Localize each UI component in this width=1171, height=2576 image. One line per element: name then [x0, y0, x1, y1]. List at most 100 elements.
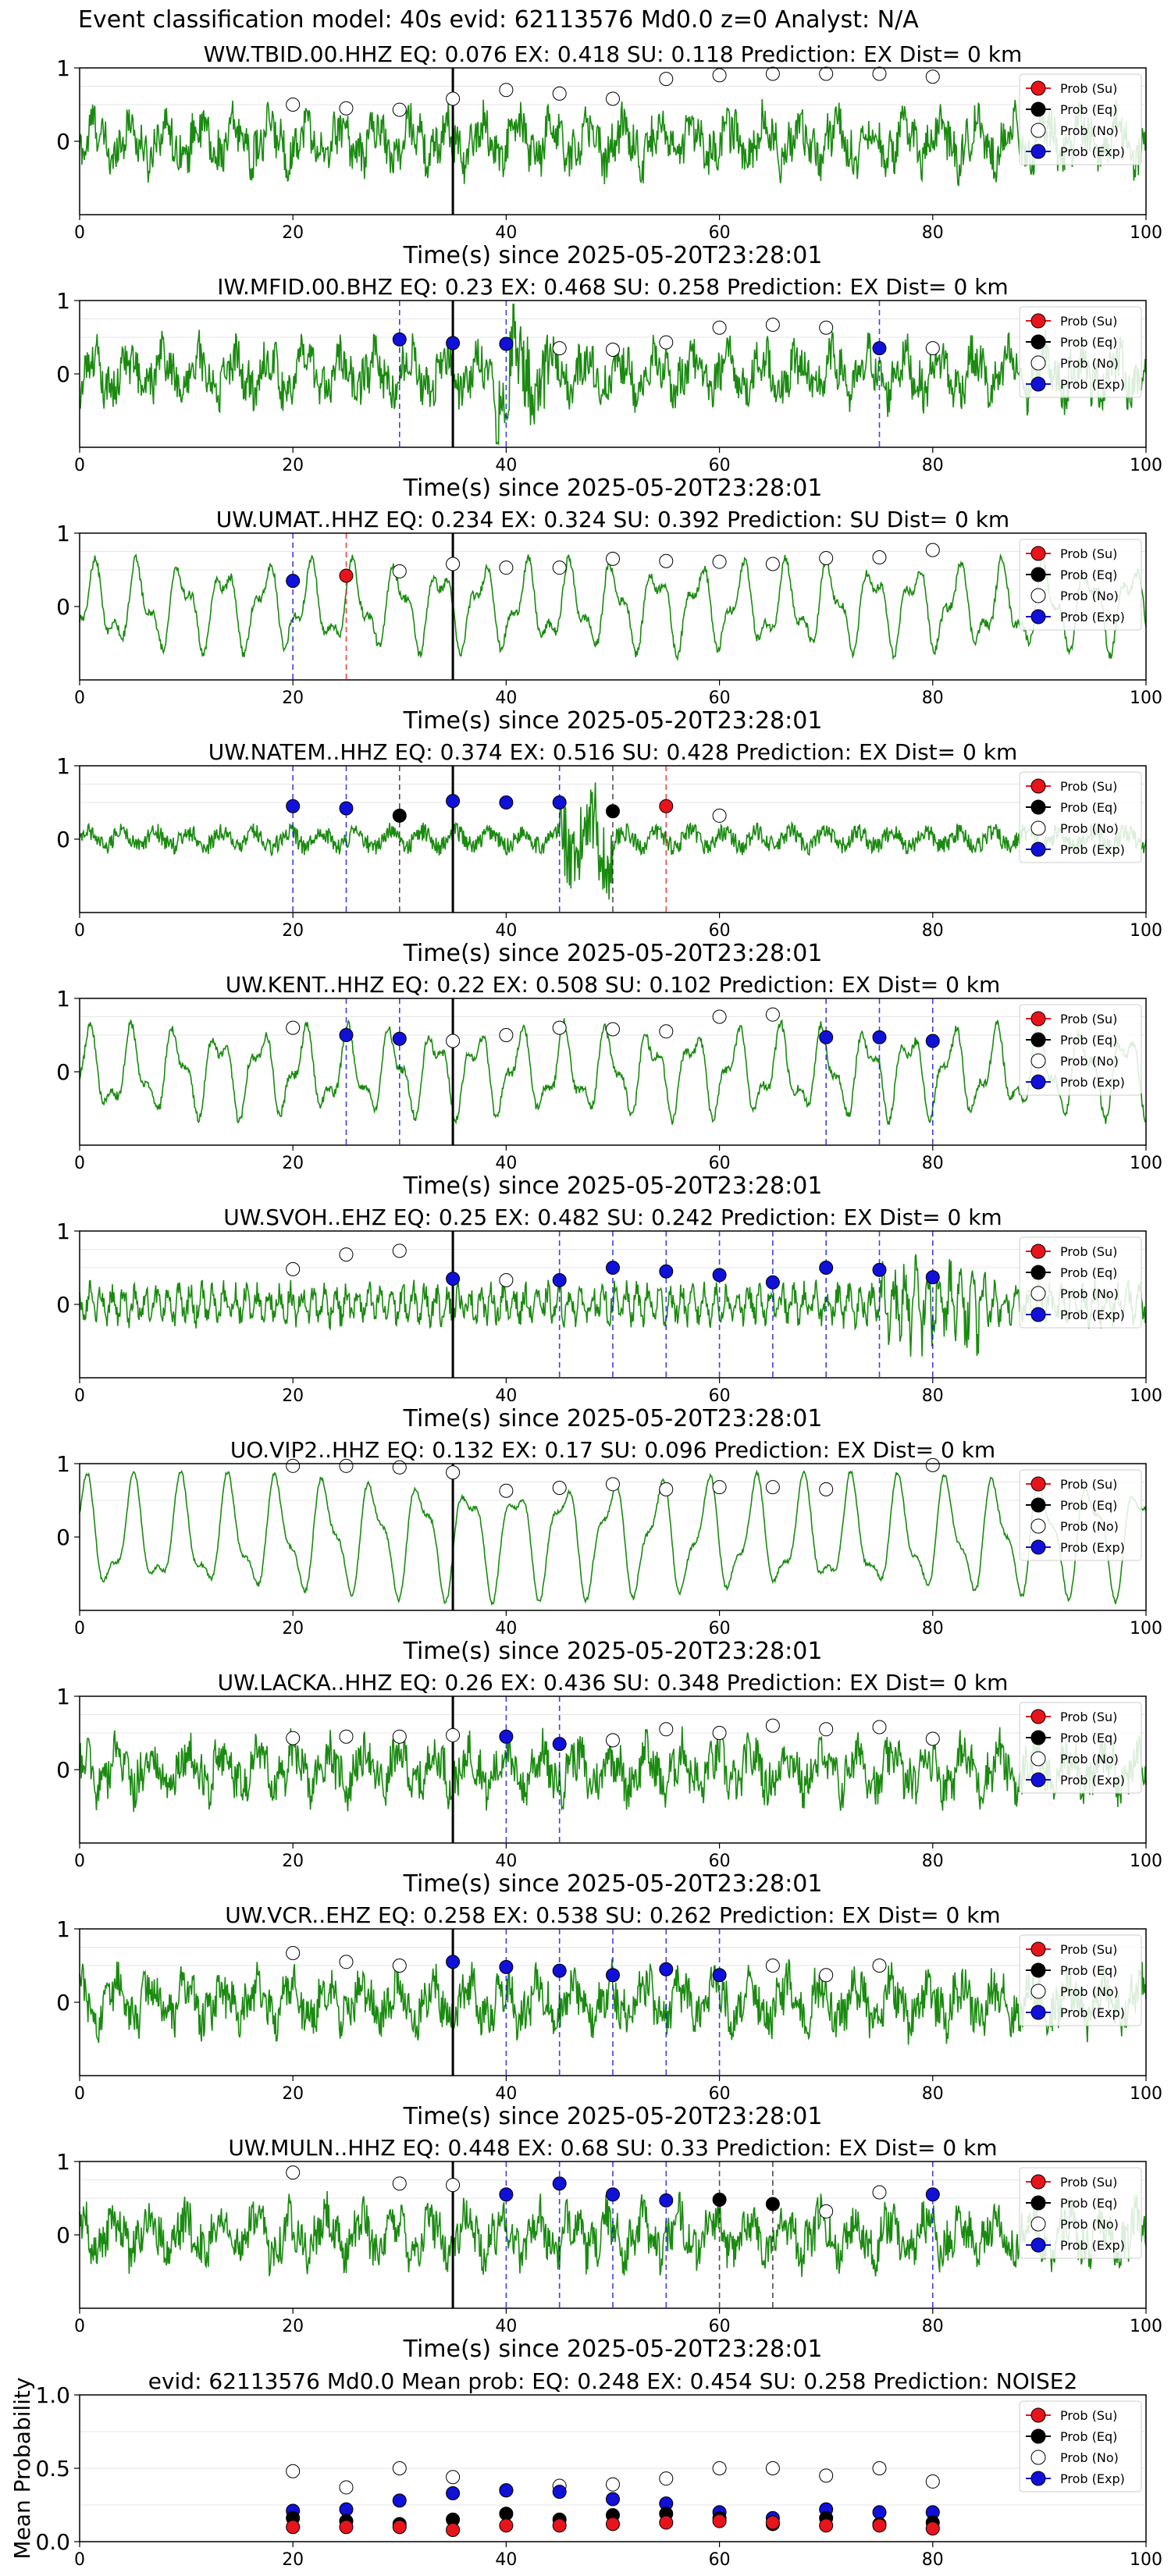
y-tick-label: 0 [56, 594, 70, 620]
waveform-trace [79, 1726, 1147, 1813]
prob-point-no [872, 550, 887, 565]
legend-label-exp: Prob (Exp) [1060, 1308, 1125, 1322]
prob-point-exp [552, 1963, 567, 1978]
x-tick-label: 20 [282, 1386, 304, 1406]
prob-point-no [712, 1726, 727, 1740]
legend-marker-exp [1030, 1074, 1046, 1090]
legend-marker-su [1030, 546, 1046, 561]
y-tick-label: 0 [56, 827, 70, 852]
waveform-trace [79, 1018, 1147, 1126]
prob-point-no [499, 560, 514, 575]
prob-point-no [339, 1955, 354, 1969]
legend-box [1019, 1236, 1142, 1329]
legend-box [1019, 771, 1142, 863]
legend-box [1019, 1702, 1142, 1794]
legend-label-no: Prob (No) [1060, 2217, 1119, 2232]
prob-point-exp [872, 341, 887, 356]
x-tick-label: 60 [709, 1852, 731, 1871]
prob-point-exp [872, 1030, 887, 1044]
legend-marker-no [1030, 820, 1046, 836]
legend-label-no: Prob (No) [1060, 821, 1119, 836]
prob-point-no [552, 1481, 567, 1496]
legend-label-no: Prob (No) [1060, 1054, 1119, 1069]
prob-point-no [606, 2477, 620, 2492]
prob-point-exp [819, 1030, 834, 1044]
prob-point-no [819, 2204, 834, 2218]
legend-label-su: Prob (Su) [1060, 1710, 1117, 1724]
y-tick-label: 0 [56, 1059, 70, 1085]
prob-point-exp [499, 336, 514, 351]
x-tick-label: 40 [495, 456, 517, 475]
x-tick-label: 20 [282, 2084, 304, 2104]
panel-title: UW.MULN..HHZ EQ: 0.448 EX: 0.68 SU: 0.33… [228, 2135, 997, 2161]
prob-point-no [286, 2165, 301, 2180]
x-tick-label: 40 [495, 2317, 517, 2336]
prob-point-no [659, 72, 674, 87]
prob-point-no [446, 1727, 461, 1742]
x-tick-label: 40 [495, 688, 517, 708]
y-tick-label: 1.0 [35, 2382, 70, 2408]
x-tick-label: 0 [74, 921, 85, 941]
legend-marker-su [1030, 1011, 1046, 1026]
x-tick-label: 80 [922, 2550, 944, 2570]
prob-point-no [286, 1731, 301, 1745]
y-tick-label: 1 [56, 753, 70, 779]
legend-marker-su [1030, 1709, 1046, 1724]
legend-label-no: Prob (No) [1060, 2450, 1119, 2465]
panel-title: UO.VIP2..HHZ EQ: 0.132 EX: 0.17 SU: 0.09… [230, 1437, 995, 1463]
prob-point-no [552, 341, 567, 356]
prob-point-no [286, 1458, 301, 1473]
prob-point-exp [339, 2502, 354, 2517]
legend-marker-eq [1030, 1730, 1046, 1745]
legend-label-su: Prob (Su) [1060, 2408, 1117, 2423]
legend-label-eq: Prob (Eq) [1060, 335, 1117, 350]
prob-point-no [765, 2461, 780, 2475]
legend-label-no: Prob (No) [1060, 356, 1119, 371]
prob-point-no [286, 1261, 301, 1276]
x-tick-label: 80 [922, 921, 944, 941]
legend-label-su: Prob (Su) [1060, 1012, 1117, 1026]
legend-label-exp: Prob (Exp) [1060, 2005, 1125, 2020]
prob-point-exp [392, 1031, 407, 1046]
prob-point-no [392, 2176, 407, 2191]
prob-point-su [392, 2520, 407, 2535]
prob-point-no [606, 342, 620, 357]
panel-title: IW.MFID.00.BHZ EQ: 0.23 EX: 0.468 SU: 0.… [217, 274, 1008, 300]
x-tick-label: 100 [1130, 2317, 1162, 2336]
prob-point-exp [606, 2187, 620, 2202]
legend-label-eq: Prob (Eq) [1060, 1731, 1117, 1745]
prob-point-su [499, 2518, 514, 2533]
legend-label-eq: Prob (Eq) [1060, 1963, 1117, 1978]
legend-label-su: Prob (Su) [1060, 546, 1117, 561]
legend-marker-exp [1030, 376, 1046, 392]
prob-point-no [712, 1009, 727, 1024]
legend-label-no: Prob (No) [1060, 123, 1119, 138]
prob-point-no [392, 2461, 407, 2475]
prob-point-exp [552, 1737, 567, 1752]
x-tick-label: 0 [74, 1154, 85, 1173]
prob-point-no [712, 554, 727, 569]
prob-point-su [339, 2520, 354, 2535]
prob-point-su [606, 2517, 620, 2532]
prob-point-su [712, 2514, 727, 2528]
legend-marker-exp [1030, 1307, 1046, 1322]
panel-title: UW.KENT..HHZ EQ: 0.22 EX: 0.508 SU: 0.10… [226, 972, 1001, 998]
prob-point-exp [925, 1034, 940, 1048]
x-tick-label: 20 [282, 456, 304, 475]
y-tick-label: 1 [56, 986, 70, 1012]
prob-point-no [606, 551, 620, 566]
y-tick-label: 1 [56, 1684, 70, 1710]
prob-point-no [392, 1729, 407, 1744]
prob-point-no [499, 1483, 514, 1498]
prob-point-no [392, 564, 407, 578]
prob-point-exp [819, 1261, 834, 1275]
legend-label-exp: Prob (Exp) [1060, 610, 1125, 624]
prob-point-no [659, 1024, 674, 1039]
prob-point-no [872, 1720, 887, 1735]
y-tick-label: 0 [56, 1292, 70, 1318]
y-tick-label: 0.5 [35, 2456, 70, 2482]
prob-point-no [286, 98, 301, 112]
x-tick-label: 100 [1130, 1852, 1162, 1871]
prob-point-no [819, 320, 834, 335]
prob-point-exp [552, 2176, 567, 2191]
